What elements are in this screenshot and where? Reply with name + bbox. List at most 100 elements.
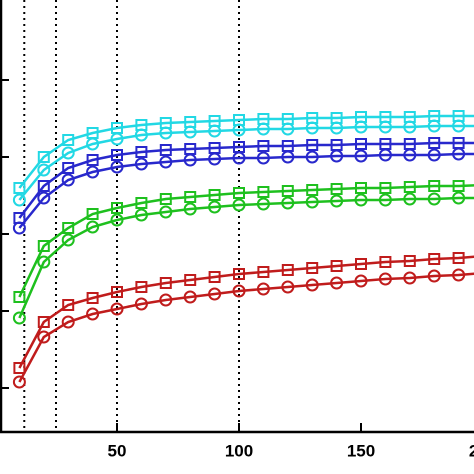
marker [428,180,441,192]
marker [330,121,344,135]
marker [134,157,148,171]
marker [281,264,294,276]
marker [134,297,148,311]
marker [12,375,26,389]
marker [208,271,221,283]
marker [86,220,100,234]
marker [159,144,172,156]
marker [379,182,392,194]
marker [403,271,417,285]
marker [208,152,222,166]
marker [427,192,441,206]
marker [428,137,441,149]
marker [159,277,172,289]
marker [159,293,173,307]
marker [378,193,392,207]
marker [378,120,392,134]
series-line [18,124,474,201]
marker [232,151,246,165]
marker [452,268,466,282]
marker [111,202,123,214]
marker [159,155,173,169]
marker [306,139,319,151]
marker [403,181,416,193]
marker [355,138,367,150]
marker [86,137,100,151]
marker [110,160,124,174]
marker [281,150,295,164]
marker [428,253,441,265]
marker [37,151,50,163]
marker [232,123,246,137]
marker [184,191,197,203]
marker [452,180,465,192]
marker [86,292,99,304]
marker [61,146,75,160]
marker [37,191,51,205]
marker [12,311,26,325]
marker [111,149,123,161]
marker [305,278,319,292]
marker [354,120,368,134]
marker [427,148,441,162]
marker [452,147,466,161]
marker [134,208,148,222]
marker [208,200,222,214]
marker [184,274,197,286]
marker [13,291,26,303]
marker [305,121,319,135]
marker [12,193,26,207]
marker [183,202,197,216]
marker [281,122,295,136]
marker [62,299,75,311]
marker [257,266,270,278]
marker [208,124,222,138]
series-line [18,196,474,319]
marker [61,173,75,187]
marker [159,205,173,219]
marker [135,281,148,293]
marker [12,221,26,235]
series-line [18,152,474,229]
marker [257,186,270,198]
marker [355,258,367,270]
marker [13,182,26,194]
marker [306,262,319,274]
marker [37,163,51,177]
marker [111,286,123,298]
marker [159,126,173,140]
marker [134,128,148,142]
marker [86,307,100,321]
marker [452,252,465,264]
marker [183,125,197,139]
marker [403,120,417,134]
marker [208,189,221,201]
marker [330,276,344,290]
marker [159,193,172,205]
marker [37,240,50,252]
marker [256,282,270,296]
marker [232,284,246,298]
marker [378,272,392,286]
marker [37,316,50,328]
marker [281,196,295,210]
marker [13,362,26,374]
marker [110,132,124,146]
marker [305,195,319,209]
marker [281,185,294,197]
marker [86,165,100,179]
marker [61,315,75,329]
marker [37,255,51,269]
marker [452,191,466,205]
marker [403,148,417,162]
marker [62,162,75,174]
marker [305,150,319,164]
marker [110,213,124,227]
marker [183,290,197,304]
marker [232,198,246,212]
marker [306,184,319,196]
marker [86,154,99,166]
marker [378,148,392,162]
marker [330,183,343,195]
